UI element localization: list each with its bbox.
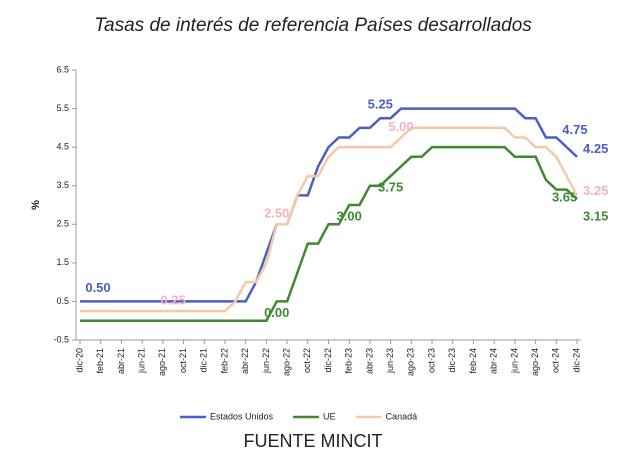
series-line [80, 126, 579, 313]
y-axis-label: % [30, 200, 42, 210]
data-label: 2.50 [264, 206, 289, 221]
series-line [80, 107, 578, 303]
chart-title: Tasas de interés de referencia Países de… [94, 15, 532, 36]
x-tick-label: ago-23 [406, 348, 416, 376]
data-label: 3.00 [337, 208, 362, 223]
data-label: 3.75 [378, 180, 403, 195]
x-tick-label: oct-22 [302, 348, 312, 373]
y-tick-label: 1.5 [56, 257, 69, 267]
x-tick-label: oct-23 [426, 348, 436, 373]
x-tick-label: jun-22 [261, 348, 271, 374]
x-tick-label: feb-22 [219, 348, 229, 374]
y-tick-label: 0.5 [56, 296, 69, 306]
x-tick-label: jun-21 [137, 348, 147, 374]
x-tick-label: ago-22 [281, 348, 291, 376]
x-tick-label: dic-21 [199, 348, 209, 373]
x-tick-label: jun-24 [509, 348, 519, 374]
legend-label: Canadá [386, 411, 418, 421]
x-tick-label: abr-24 [489, 348, 499, 374]
x-tick-label: ago-21 [157, 348, 167, 376]
x-tick-label: feb-23 [344, 348, 354, 374]
legend-label: UE [323, 411, 336, 421]
x-tick-label: abr-21 [116, 348, 126, 374]
x-tick-label: dic-22 [323, 348, 333, 373]
data-label: 0.50 [85, 280, 110, 295]
data-label: 3.15 [583, 209, 608, 224]
x-tick-label: abr-23 [364, 348, 374, 374]
y-tick-label: 2.5 [56, 219, 69, 229]
series-line [80, 145, 578, 322]
x-tick-label: oct-24 [551, 348, 561, 373]
x-tick-label: dic-24 [571, 348, 581, 373]
data-label: 3.65 [552, 189, 577, 204]
x-tick-label: dic-20 [74, 348, 84, 373]
x-tick-label: oct-21 [178, 348, 188, 373]
y-tick-label: 4.5 [56, 142, 69, 152]
data-label: 4.75 [562, 122, 587, 137]
data-label: 5.00 [388, 119, 413, 134]
y-tick-label: 5.5 [56, 103, 69, 113]
legend-label: Estados Unidos [210, 411, 274, 421]
data-label: 5.25 [368, 97, 393, 112]
data-label: 3.25 [583, 183, 608, 198]
x-tick-label: ago-24 [530, 348, 540, 376]
source: FUENTE MINCIT [244, 431, 383, 451]
x-tick-label: dic-23 [447, 348, 457, 373]
y-tick-label: 6.5 [56, 64, 69, 74]
y-tick-label: -0.5 [53, 334, 69, 344]
data-label: 0.00 [264, 305, 289, 320]
x-tick-label: feb-21 [95, 348, 105, 374]
data-label: 4.25 [583, 141, 608, 156]
data-label: 0.25 [161, 293, 186, 308]
x-tick-label: feb-24 [468, 348, 478, 374]
x-tick-label: jun-23 [385, 348, 395, 374]
y-tick-label: 3.5 [56, 180, 69, 190]
x-tick-label: abr-22 [240, 348, 250, 374]
